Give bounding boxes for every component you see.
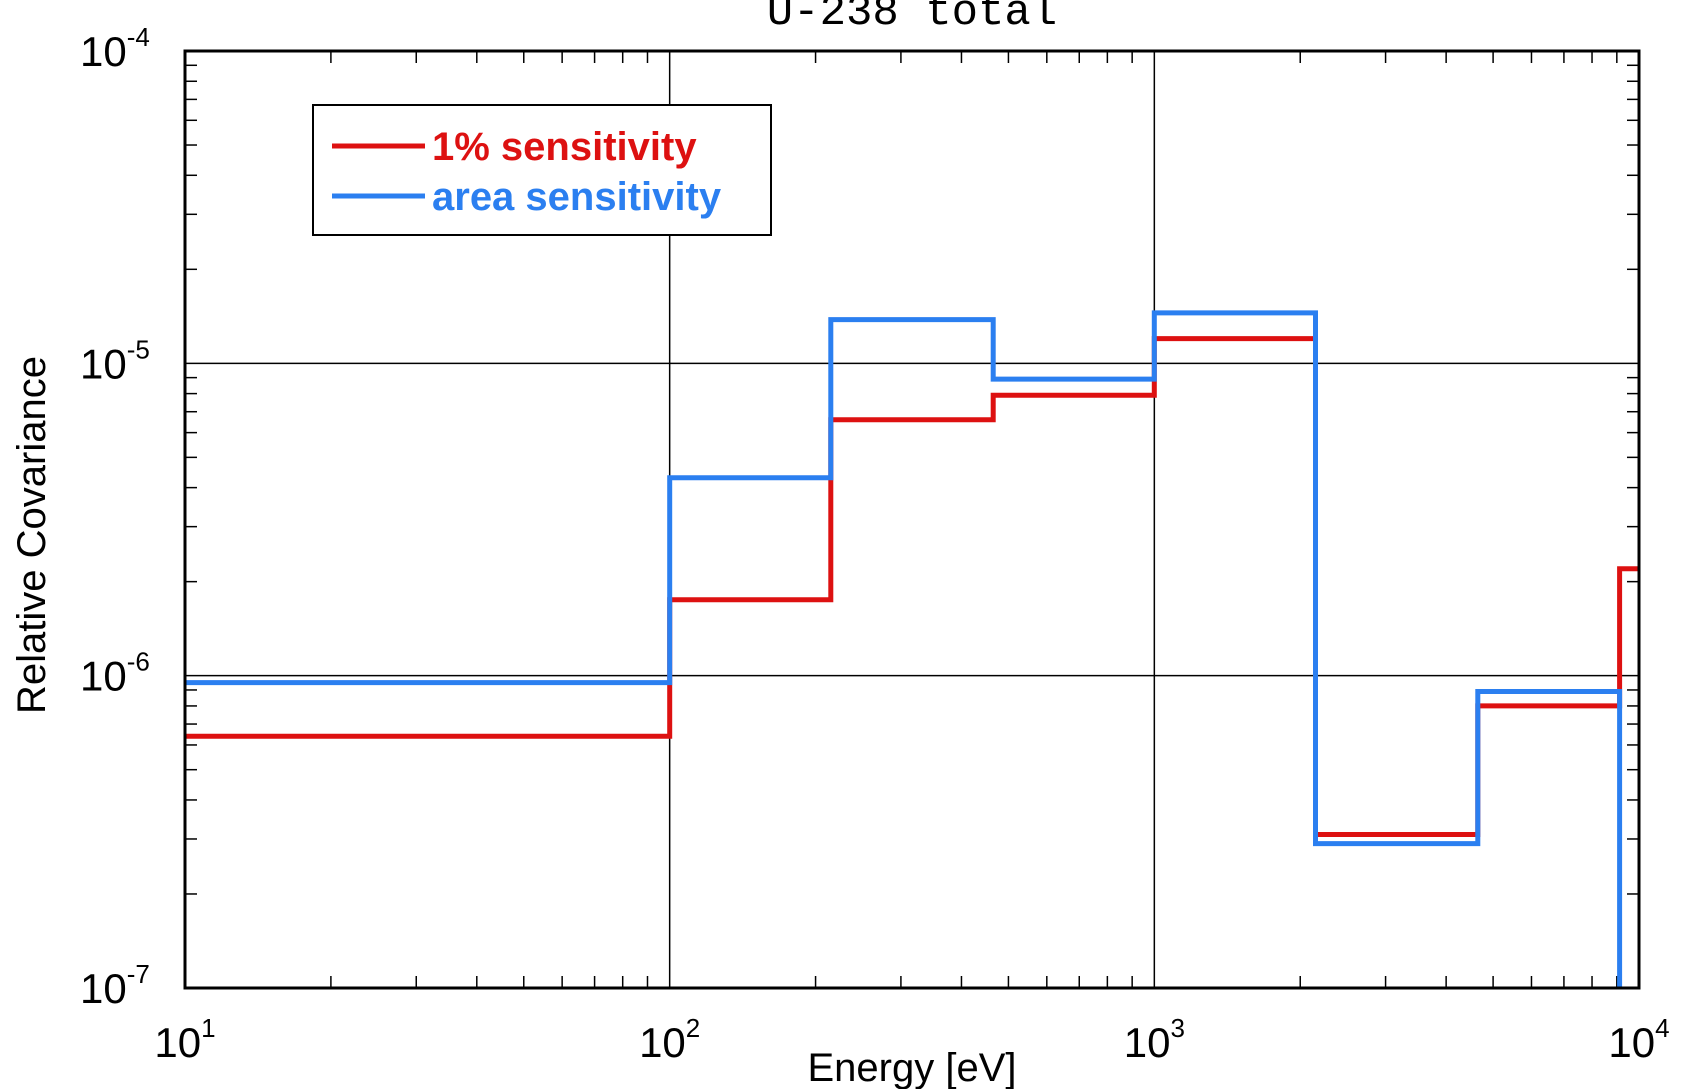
- plot-frame: [183, 49, 1641, 990]
- legend-label-1: 1% sensitivity: [432, 125, 697, 169]
- legend-box: [312, 104, 772, 236]
- y-tick-label: 10-7: [80, 959, 150, 1012]
- y-tick-label: 10-6: [80, 647, 150, 700]
- tick-labels: 101 102 103 104 10-4 10-5 10-6 10-7: [80, 22, 1670, 1066]
- x-tick-label: 101: [154, 1013, 215, 1066]
- series-line-1: [185, 336, 1639, 837]
- y-tick-label: 10-4: [80, 22, 150, 75]
- y-tick-label: 10-5: [80, 334, 150, 387]
- minor-tick-marks: [185, 51, 1639, 988]
- x-tick-label: 103: [1124, 1013, 1185, 1066]
- x-tick-label: 102: [639, 1013, 700, 1066]
- series-line-2: [185, 310, 1623, 988]
- y-axis-title: Relative Covariance: [10, 356, 54, 714]
- x-tick-label: 104: [1608, 1013, 1669, 1066]
- chart-title: U-238 total: [767, 0, 1057, 38]
- x-axis-title: Energy [eV]: [807, 1046, 1016, 1089]
- legend-label-2: area sensitivity: [432, 175, 722, 219]
- data-series: [185, 310, 1639, 988]
- legend: 1% sensitivity area sensitivity: [312, 104, 772, 236]
